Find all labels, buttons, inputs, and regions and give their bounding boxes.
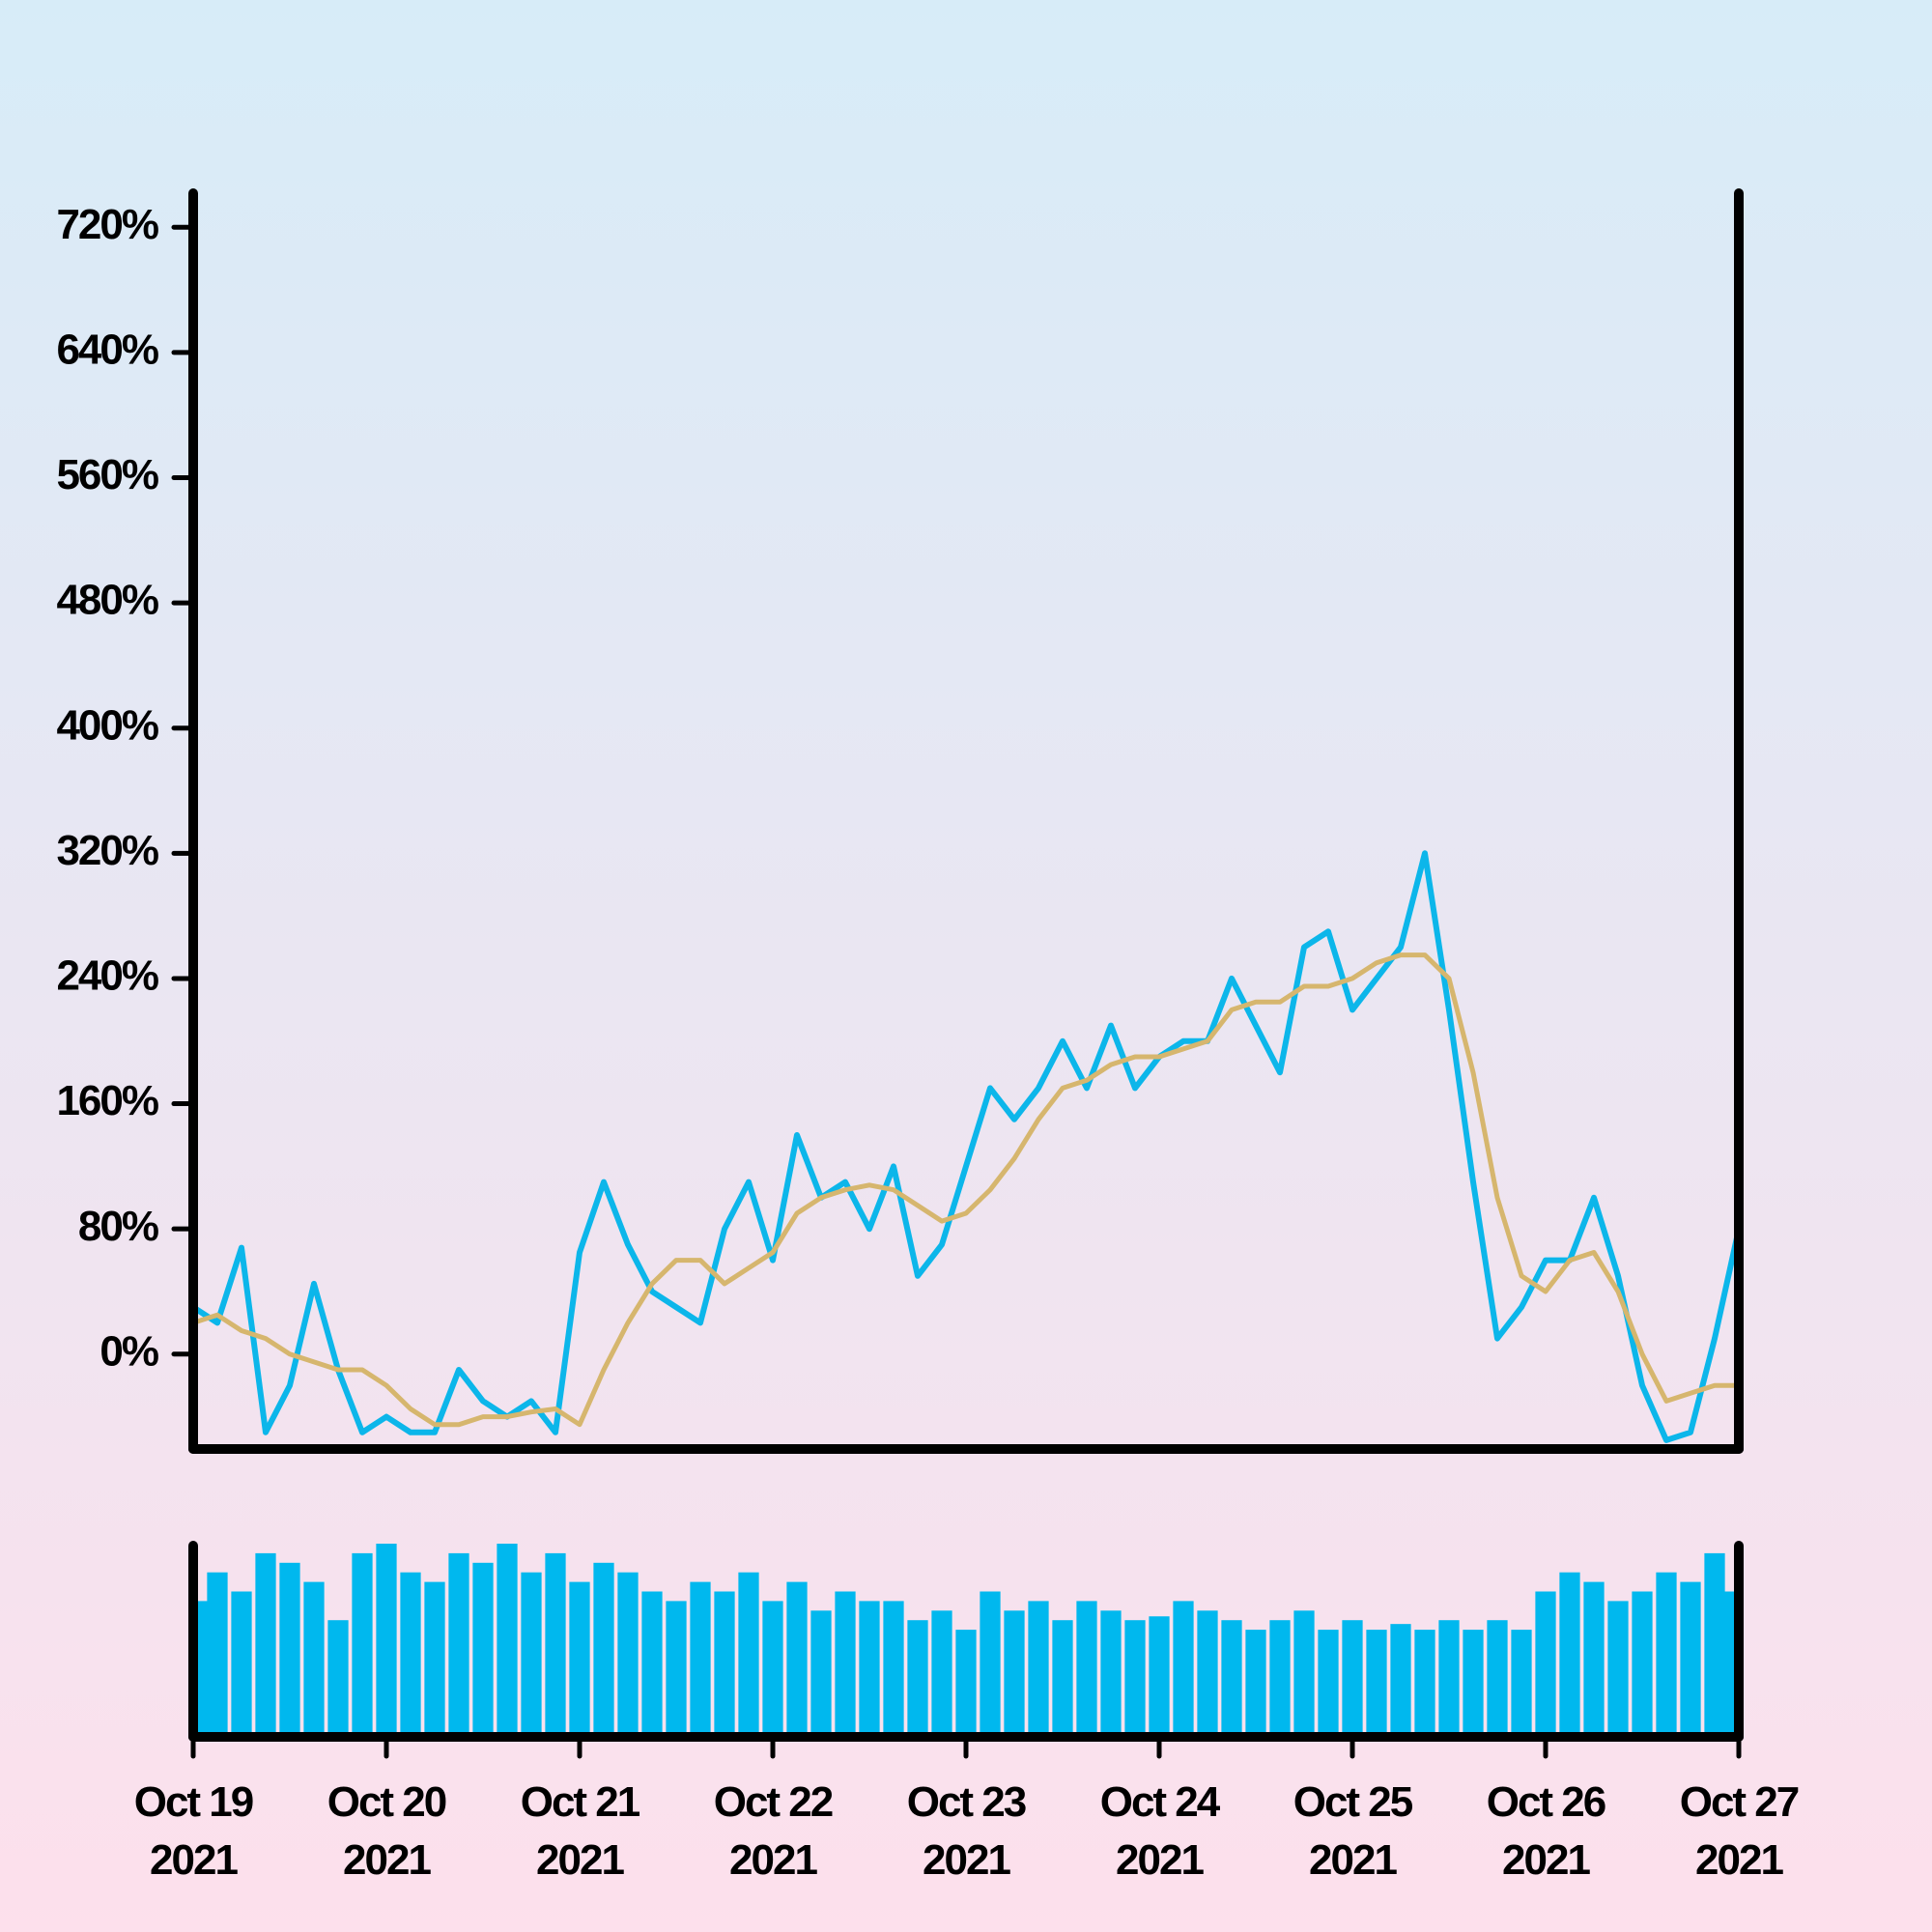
volume-bar	[1221, 1620, 1242, 1735]
x-tick-label: Oct 24 2021	[1099, 1778, 1221, 1884]
volume-bar	[762, 1601, 783, 1735]
volume-bar	[1269, 1620, 1291, 1735]
volume-bar	[883, 1601, 904, 1735]
y-tick-label: 480%	[56, 577, 157, 624]
y-tick-label: 160%	[56, 1077, 157, 1124]
volume-bar	[327, 1620, 349, 1735]
x-tick-label: Oct 27 2021	[1679, 1778, 1801, 1884]
volume-bar	[1004, 1610, 1025, 1735]
volume-bar	[1173, 1601, 1194, 1735]
volume-bar	[1718, 1591, 1739, 1735]
volume-bar	[1342, 1620, 1363, 1735]
volume-bar	[231, 1591, 252, 1735]
volume-bar	[545, 1552, 566, 1735]
volume-bar	[255, 1552, 276, 1735]
volume-bar	[1124, 1620, 1146, 1735]
volume-bar	[1487, 1620, 1508, 1735]
y-tick-label: 240%	[56, 952, 157, 1000]
volume-bar	[1632, 1591, 1653, 1735]
volume-bar	[1052, 1620, 1073, 1735]
volume-bar	[593, 1562, 614, 1735]
volume-bar	[1197, 1610, 1218, 1735]
volume-bar	[352, 1552, 373, 1735]
volume-bar	[1511, 1630, 1532, 1735]
volume-bar	[786, 1581, 808, 1735]
volume-bar	[617, 1572, 639, 1735]
x-tick-label: Oct 25 2021	[1293, 1778, 1414, 1884]
price-line	[193, 850, 1739, 1443]
volume-bar	[1245, 1630, 1266, 1735]
x-tick-label: Oct 19 2021	[133, 1778, 255, 1884]
volume-bar	[521, 1572, 542, 1735]
x-tick-label: Oct 21 2021	[520, 1778, 641, 1884]
volume-bar	[472, 1562, 494, 1735]
volume-bar	[207, 1572, 228, 1735]
volume-bar	[810, 1610, 832, 1735]
volume-bar	[1680, 1581, 1701, 1735]
volume-bar	[980, 1591, 1001, 1735]
volume-bar	[303, 1581, 325, 1735]
volume-bar	[424, 1581, 445, 1735]
volume-bar	[1366, 1630, 1387, 1735]
volume-bar	[1535, 1591, 1556, 1735]
x-tick-label: Oct 23 2021	[906, 1778, 1028, 1884]
volume-bar	[1559, 1572, 1580, 1735]
volume-bar	[1390, 1624, 1411, 1735]
volume-bar	[279, 1562, 300, 1735]
volume-bar	[569, 1581, 590, 1735]
volume-bar	[907, 1620, 928, 1735]
volume-bar	[641, 1591, 663, 1735]
y-tick-label: 640%	[56, 327, 157, 374]
volume-bar	[1463, 1630, 1484, 1735]
volume-bar	[448, 1552, 469, 1735]
y-tick-label: 560%	[56, 451, 157, 498]
volume-bar	[1438, 1620, 1460, 1735]
volume-bar	[931, 1610, 952, 1735]
y-tick-label: 720%	[56, 201, 157, 248]
volume-bar	[955, 1630, 977, 1735]
volume-bar	[714, 1591, 735, 1735]
x-tick-label: Oct 22 2021	[713, 1778, 835, 1884]
y-tick-label: 320%	[56, 827, 157, 874]
volume-bar	[1607, 1601, 1629, 1735]
volume-bar	[400, 1572, 421, 1735]
volume-bar	[1028, 1601, 1049, 1735]
volume-bar	[738, 1572, 759, 1735]
x-tick-label: Oct 20 2021	[327, 1778, 448, 1884]
volume-bar	[835, 1591, 856, 1735]
average-line	[193, 952, 1739, 1428]
y-tick-label: 400%	[56, 701, 157, 749]
volume-bar	[859, 1601, 880, 1735]
volume-bar	[1076, 1601, 1097, 1735]
volume-bar	[666, 1601, 687, 1735]
volume-bar	[1100, 1610, 1122, 1735]
volume-bar	[1414, 1630, 1435, 1735]
volume-bar	[497, 1544, 518, 1735]
volume-bar	[1293, 1610, 1315, 1735]
volume-bar	[1149, 1616, 1170, 1735]
x-tick-label: Oct 26 2021	[1486, 1778, 1607, 1884]
volume-bar	[1656, 1572, 1677, 1735]
volume-bar	[1318, 1630, 1339, 1735]
y-tick-label: 80%	[78, 1203, 158, 1250]
volume-bar	[690, 1581, 711, 1735]
volume-bar	[376, 1544, 397, 1735]
y-tick-label: 0%	[99, 1327, 157, 1375]
volume-bar	[1583, 1581, 1605, 1735]
